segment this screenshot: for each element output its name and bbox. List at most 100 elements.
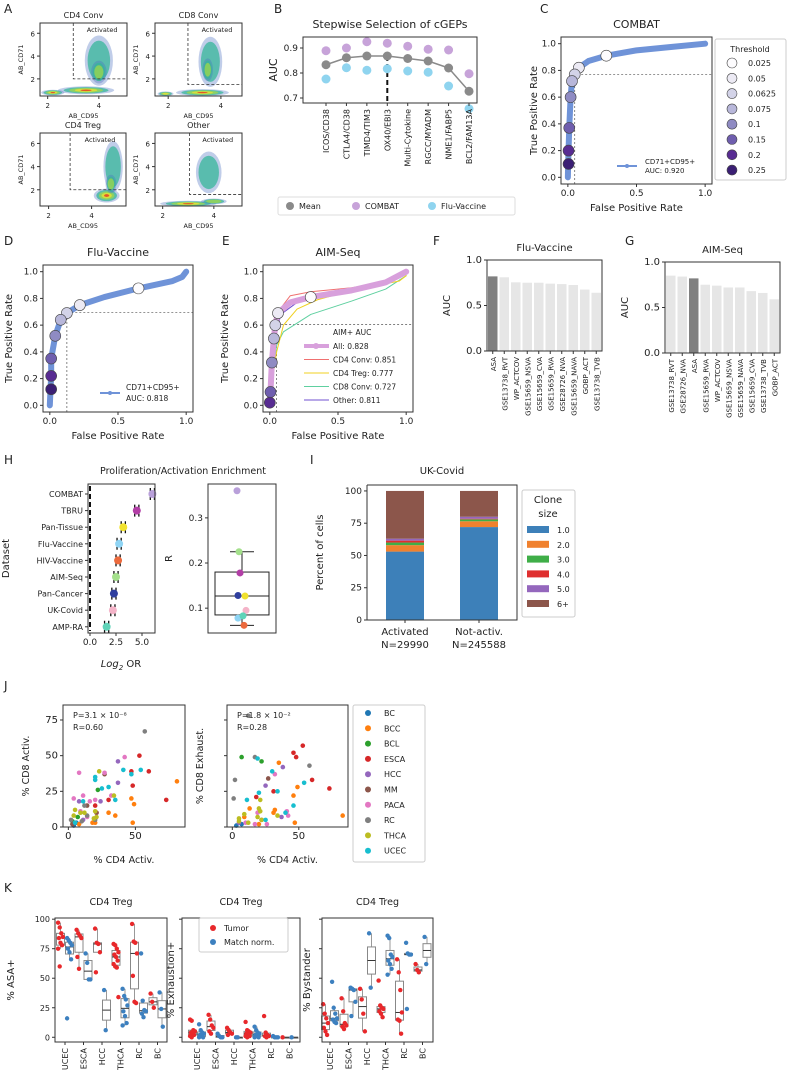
point-paca xyxy=(87,799,93,804)
threshold-marker xyxy=(600,49,613,62)
point-normal xyxy=(220,1035,225,1040)
point-normal xyxy=(88,977,93,982)
odds-ratio-point xyxy=(148,490,157,498)
density-blob xyxy=(162,92,169,95)
point-normal xyxy=(69,942,75,948)
point-flu-vaccine xyxy=(382,64,392,74)
legend-marker xyxy=(726,164,738,176)
bar xyxy=(677,276,687,353)
point-normal xyxy=(122,993,127,999)
x-tick-label: GSE13738_TVB xyxy=(593,357,601,411)
cutoff-line xyxy=(276,324,413,412)
stacked-bar-segment xyxy=(460,490,498,517)
x-tick-label: ICOS/CD38 xyxy=(322,109,331,153)
point-tumor xyxy=(229,1031,235,1036)
point-paca xyxy=(252,821,258,827)
point-normal xyxy=(122,1013,128,1019)
y-axis-label: R xyxy=(164,555,175,562)
x-tick-label: GSE28726_NVA xyxy=(559,357,567,412)
flow-axes-frame xyxy=(154,132,243,207)
x-tick-label: BCL2/FAM13A xyxy=(465,108,474,164)
y-tick-label: 4 xyxy=(31,164,36,172)
point-tumor xyxy=(116,994,121,1000)
odds-ratio-point xyxy=(102,622,111,631)
x-tick-label: GSE15659_CVA xyxy=(748,359,756,413)
bar xyxy=(545,283,555,351)
legend-marker xyxy=(365,755,371,762)
point-hcc xyxy=(98,799,103,804)
legend-marker xyxy=(365,847,371,854)
gate-label: Activated xyxy=(87,26,118,34)
point-tumor xyxy=(134,951,140,956)
point-tumor xyxy=(114,946,120,951)
threshold-marker xyxy=(266,356,278,369)
point-normal xyxy=(67,950,72,955)
legend-marker xyxy=(365,740,371,747)
cutoff-line xyxy=(574,74,712,184)
point-normal xyxy=(424,961,429,967)
bar xyxy=(758,292,768,353)
y-tick-label: 25 xyxy=(40,1004,50,1013)
point-mean xyxy=(382,51,392,61)
density-blob xyxy=(107,178,115,190)
y-tick-label: Pan-Cancer xyxy=(38,590,84,599)
legend-box xyxy=(352,704,426,863)
point-tumor xyxy=(243,1019,248,1025)
point-normal xyxy=(141,1015,146,1020)
x-tick-label: GSE15659_RVA xyxy=(702,359,710,413)
x-tick-label: HCC xyxy=(363,1048,372,1066)
x-tick-label: GSE13738_RVT xyxy=(668,358,676,412)
threshold-marker xyxy=(45,352,57,365)
point-normal xyxy=(329,979,335,984)
point-mean xyxy=(464,86,474,96)
bar xyxy=(723,287,733,353)
legend-swatch xyxy=(527,526,549,533)
legend-marker xyxy=(365,786,371,793)
legend-swatch xyxy=(527,540,549,548)
y-tick-label: 100 xyxy=(345,487,362,497)
bar xyxy=(591,292,601,351)
point-bcl xyxy=(95,787,101,793)
x-tick-label: UCEC xyxy=(61,1048,70,1070)
x-tick-label: 4 xyxy=(219,102,224,110)
point-tumor xyxy=(362,1029,368,1034)
point-tumor xyxy=(116,950,121,955)
threshold-marker xyxy=(45,383,57,396)
correlation-point xyxy=(240,621,248,629)
legend-marker xyxy=(365,801,371,808)
point-normal xyxy=(252,1035,257,1040)
odds-ratio-point xyxy=(108,606,117,615)
point-normal xyxy=(123,997,128,1002)
subplot-title: CD4 Conv xyxy=(64,11,104,20)
x-tick-label: RC xyxy=(400,1048,409,1059)
y-axis-label: % CD8 Exhaust. xyxy=(195,728,206,804)
p-value-annotation: P=1.8 × 10⁻² xyxy=(237,711,291,720)
legend-marker xyxy=(365,771,371,778)
x-axis-label-rest: OR xyxy=(123,659,141,670)
point-tumor xyxy=(93,970,99,975)
point-normal xyxy=(333,1011,338,1016)
point-flu-vaccine xyxy=(321,74,331,84)
point-hcc xyxy=(280,764,286,770)
point-normal xyxy=(85,960,90,966)
point-ucec xyxy=(92,777,98,783)
density-blob xyxy=(94,65,104,79)
chart-title: AIM-Seq xyxy=(702,245,743,256)
point-ucec xyxy=(256,790,262,796)
point-tumor xyxy=(225,1032,231,1038)
subplot-title: CD8 Conv xyxy=(179,11,219,20)
odds-ratio-point xyxy=(132,506,141,515)
y-tick-label: 0.2 xyxy=(244,375,258,385)
legend-auc: AUC: 0.920 xyxy=(645,167,684,175)
point-tumor xyxy=(344,1023,349,1028)
point-tumor xyxy=(341,1026,347,1032)
point-esca xyxy=(163,797,169,803)
chart-title: CD4 Treg xyxy=(220,897,263,908)
point-mean xyxy=(423,56,433,66)
legend-label: 0.1 xyxy=(748,120,761,129)
point-thca xyxy=(72,807,78,813)
y-tick-label: 0.7 xyxy=(284,94,298,104)
legend-marker xyxy=(365,710,371,716)
legend-label: 0.0625 xyxy=(748,90,776,99)
x-tick-label: HCC xyxy=(98,1048,107,1066)
